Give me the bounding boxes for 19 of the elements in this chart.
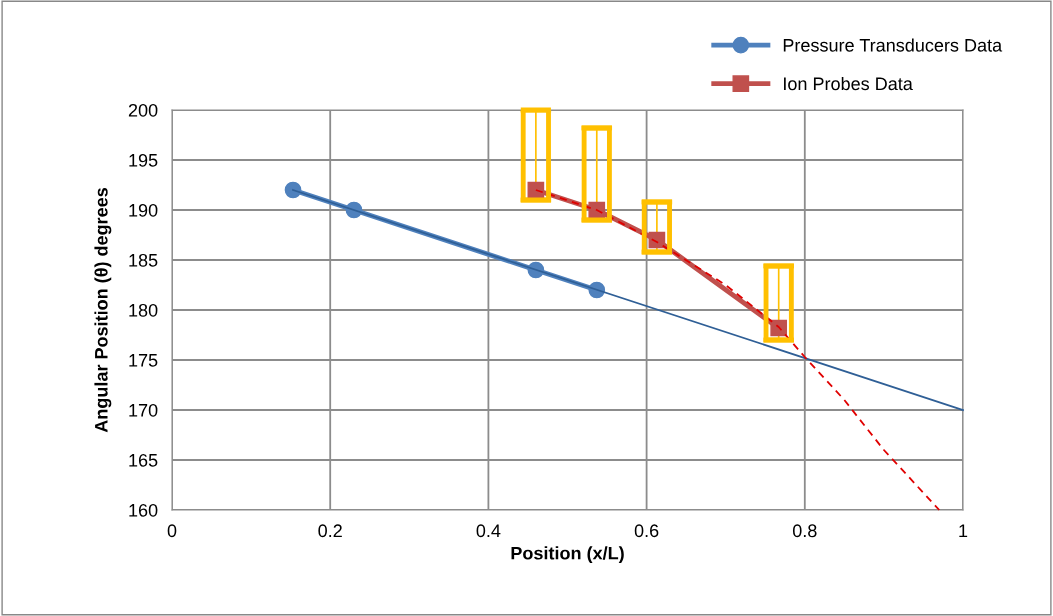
y-tick-label: 160 bbox=[129, 503, 158, 517]
y-tick-label: 190 bbox=[129, 203, 158, 217]
y-tick-label: 180 bbox=[129, 303, 158, 317]
y-tick-label: 200 bbox=[128, 103, 158, 117]
legend-label: Ion Probes Data bbox=[784, 76, 913, 91]
y-tick-label: 195 bbox=[129, 153, 158, 167]
x-axis-title: Position (x/L) bbox=[511, 546, 624, 564]
x-tick-label: 0.4 bbox=[476, 524, 501, 538]
y-tick-label: 170 bbox=[129, 403, 158, 417]
x-tick-label: 0.6 bbox=[634, 524, 659, 538]
legend-label: Pressure Transducers Data bbox=[783, 38, 1003, 52]
x-tick-label: 0 bbox=[167, 524, 177, 538]
y-tick-label: 185 bbox=[129, 253, 158, 267]
x-tick-label: 0.2 bbox=[318, 524, 342, 538]
y-tick-label: 165 bbox=[129, 453, 158, 467]
x-tick-label: 1 bbox=[959, 524, 968, 537]
y-axis-title: Angular Position (θ) degrees bbox=[94, 187, 112, 433]
y-tick-label: 175 bbox=[129, 354, 158, 367]
x-tick-label: 0.8 bbox=[792, 524, 817, 538]
